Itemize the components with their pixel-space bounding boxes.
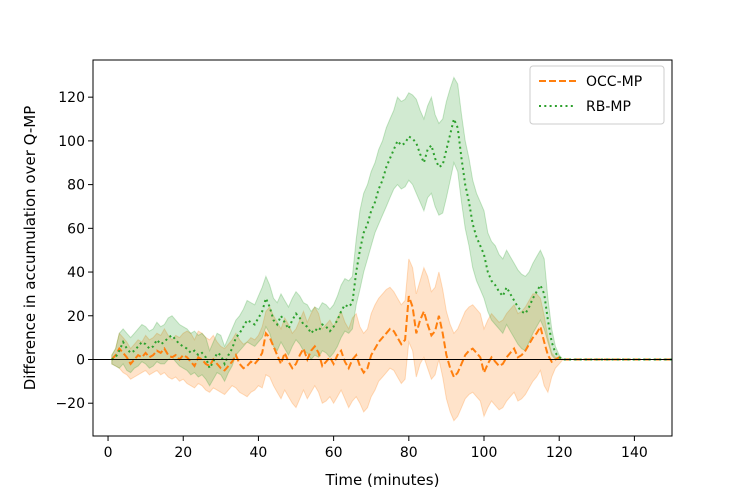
series-lines <box>111 115 672 379</box>
y-tick-label: 20 <box>67 309 85 325</box>
x-tick-label: 140 <box>621 445 648 461</box>
x-tick-label: 40 <box>250 445 268 461</box>
x-tick-label: 120 <box>546 445 573 461</box>
rb-mp-series-line <box>111 115 672 371</box>
y-axis-ticks: −20 0 20 40 60 80 100 120 <box>55 90 93 412</box>
y-tick-label: 120 <box>58 90 85 106</box>
legend-label-occ-mp: OCC-MP <box>586 74 642 90</box>
legend-label-rb-mp: RB-MP <box>586 99 631 115</box>
x-axis-label: Time (minutes) <box>325 471 440 489</box>
y-tick-label: 100 <box>58 134 85 150</box>
y-tick-label: 80 <box>67 178 85 194</box>
x-tick-label: 100 <box>471 445 498 461</box>
y-tick-label: 0 <box>76 352 85 368</box>
y-axis-label: Difference in accumulation over Q-MP <box>21 106 39 391</box>
x-axis-ticks: 0 20 40 60 80 100 120 140 <box>104 436 648 461</box>
x-tick-label: 0 <box>104 445 113 461</box>
legend[interactable]: OCC-MP RB-MP <box>529 65 665 125</box>
plot-area-frame <box>92 59 673 437</box>
x-tick-label: 60 <box>325 445 343 461</box>
occ-mp-series-line <box>111 295 672 379</box>
y-tick-label: 60 <box>67 221 85 237</box>
y-tick-label: 40 <box>67 265 85 281</box>
y-tick-label: −20 <box>55 396 85 412</box>
x-tick-label: 20 <box>174 445 192 461</box>
confidence-bands <box>111 76 672 422</box>
x-tick-label: 80 <box>400 445 418 461</box>
